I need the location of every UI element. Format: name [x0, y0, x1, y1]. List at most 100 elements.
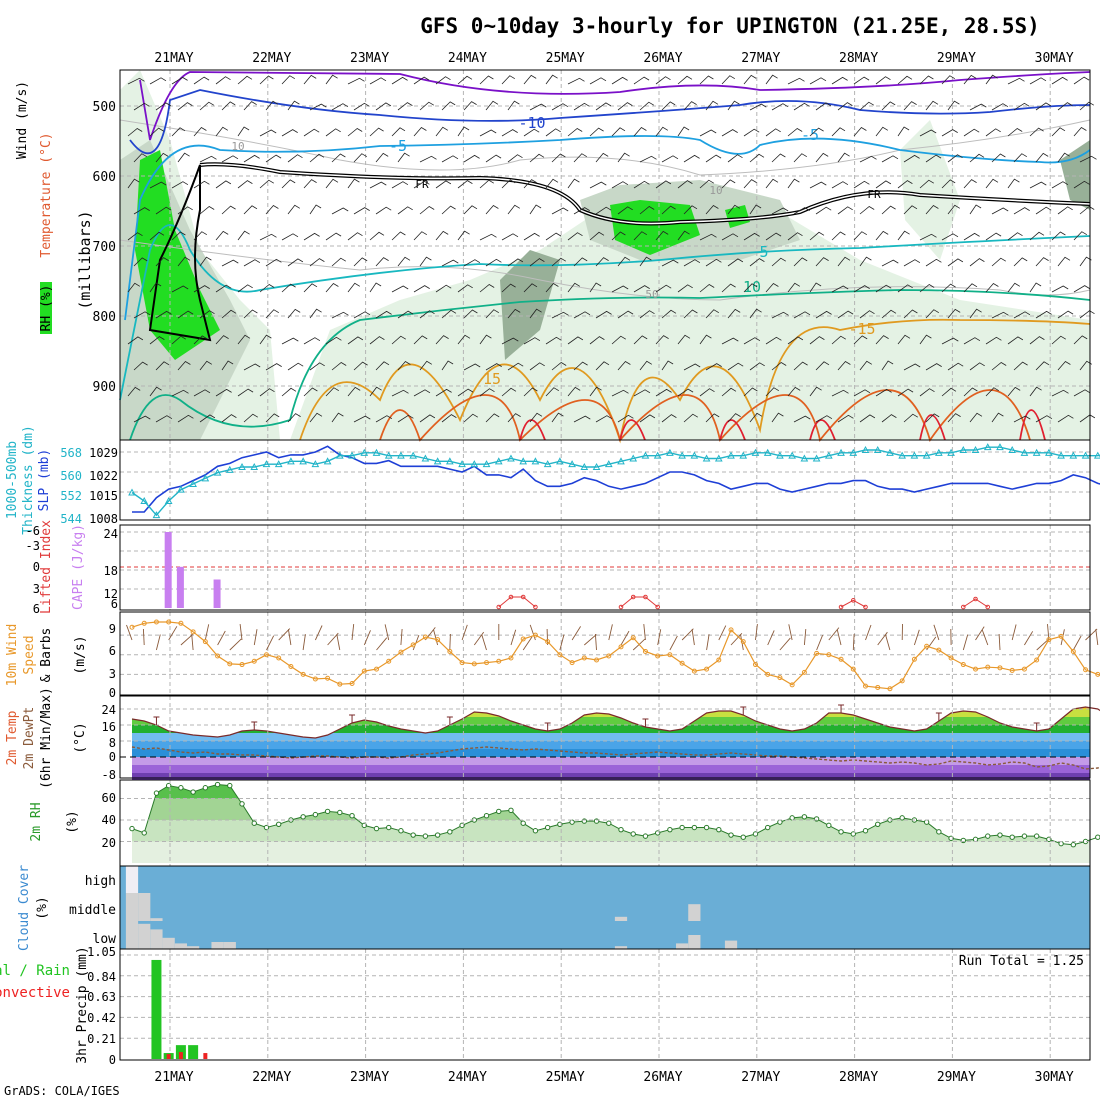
- lifted-index-line: [841, 600, 866, 607]
- wind-barb: [963, 635, 967, 650]
- wind-barb: [810, 182, 826, 188]
- wind-barb: [780, 638, 791, 650]
- wind-barb: [1052, 232, 1065, 240]
- rh-point: [631, 832, 635, 836]
- rh-point: [301, 815, 305, 819]
- wind-barb: [288, 309, 300, 318]
- wind-barb: [970, 259, 984, 266]
- rh-point: [607, 821, 611, 825]
- upper-air-panel: 500600700800900-10-5-5510-1515FRFR101050…: [15, 70, 1097, 440]
- rh-point: [900, 816, 904, 820]
- wind-barb: [1086, 629, 1098, 640]
- precip-convective-label: Convective: [0, 985, 70, 1001]
- rh2m-axis-label: 2m RH: [29, 802, 44, 841]
- wind-barb: [914, 630, 919, 645]
- top-date-label: 22MAY: [252, 51, 291, 66]
- wind-barb: [670, 636, 678, 650]
- cloud-bar-low: [126, 921, 138, 949]
- bottom-date-label: 23MAY: [350, 1070, 389, 1085]
- contour-label: -5: [389, 137, 407, 155]
- wind-barb: [436, 181, 451, 188]
- wind-barb: [678, 127, 689, 136]
- wind-barb: [260, 76, 273, 84]
- precip-tick-label: 0.21: [87, 1032, 116, 1046]
- wind-barb: [216, 77, 231, 84]
- wind-barb: [181, 634, 193, 645]
- wind-barb: [766, 75, 778, 84]
- wind-barb: [414, 232, 427, 240]
- wind-barb: [194, 181, 209, 188]
- cape-axis-label: CAPE (J/kg): [71, 524, 86, 610]
- wind-barb: [621, 631, 629, 645]
- wind-barb: [288, 629, 291, 645]
- wind-barb: [238, 127, 249, 136]
- wind-barb: [376, 207, 391, 214]
- top-date-label: 24MAY: [448, 51, 487, 66]
- temp-max-marker: [545, 723, 551, 731]
- contour-label: 5: [759, 243, 768, 261]
- slp-tick-label: 1015: [89, 489, 118, 503]
- wind-barb: [156, 635, 160, 651]
- rh-point: [704, 825, 708, 829]
- wind-speed-line: [132, 622, 1100, 689]
- rh-point: [937, 830, 941, 834]
- thickness-tick-label: 560: [60, 469, 82, 483]
- slp-tick-label: 1029: [89, 446, 118, 460]
- rh-point: [717, 827, 721, 831]
- wind-barb: [574, 103, 589, 110]
- precip-tick-label: 0: [109, 1053, 116, 1067]
- wind-barb: [303, 634, 305, 650]
- wind-barb: [486, 155, 501, 162]
- rh-point: [423, 834, 427, 838]
- wind-barb: [194, 77, 209, 84]
- rh-point: [509, 808, 513, 812]
- wind-barb: [216, 231, 228, 240]
- wind-barb: [288, 363, 303, 370]
- wind-barb: [502, 234, 518, 240]
- convective-bar: [167, 1054, 171, 1059]
- wind-barb: [392, 182, 408, 188]
- rh-point: [521, 821, 525, 825]
- wind-barb: [370, 78, 386, 84]
- wind-barb: [222, 206, 236, 214]
- wind-barb: [332, 104, 348, 110]
- wind-barb: [218, 631, 226, 645]
- wind-barb: [772, 154, 785, 162]
- wind-barb: [480, 130, 496, 136]
- wind-barb: [230, 639, 242, 650]
- wind-barb: [948, 259, 963, 266]
- precip-tick-label: 1.05: [87, 945, 116, 959]
- wind-barb: [282, 130, 298, 136]
- rh-point: [827, 823, 831, 827]
- wind-barb: [706, 155, 721, 162]
- wind-barb: [618, 153, 630, 162]
- wind-barb: [310, 309, 322, 318]
- wind-barb: [788, 179, 799, 188]
- wind-barb: [1080, 311, 1095, 318]
- cloud-background: [120, 866, 1090, 949]
- cloud-bar-low: [163, 938, 175, 949]
- rh-shade-light: [900, 120, 960, 260]
- wind-barb: [1036, 153, 1048, 162]
- wind-barb: [552, 104, 568, 110]
- wind-barb: [392, 77, 408, 84]
- wind-barb: [354, 103, 369, 110]
- wind-barb: [634, 77, 649, 84]
- wind-barb: [612, 77, 628, 84]
- wind-barb: [804, 629, 805, 645]
- wind-barb: [876, 127, 888, 136]
- lifted-index-point: [534, 605, 538, 609]
- wind-barb: [832, 182, 848, 188]
- wind-barb: [238, 181, 252, 188]
- wind-barb: [352, 624, 354, 640]
- rh-point: [545, 825, 549, 829]
- rh-point: [876, 822, 880, 826]
- wind-barb: [332, 208, 348, 214]
- rh-point: [1059, 841, 1063, 845]
- wind-barb: [376, 153, 388, 162]
- pressure-tick-label: 500: [93, 100, 116, 115]
- pressure-tick-label: 700: [93, 240, 116, 255]
